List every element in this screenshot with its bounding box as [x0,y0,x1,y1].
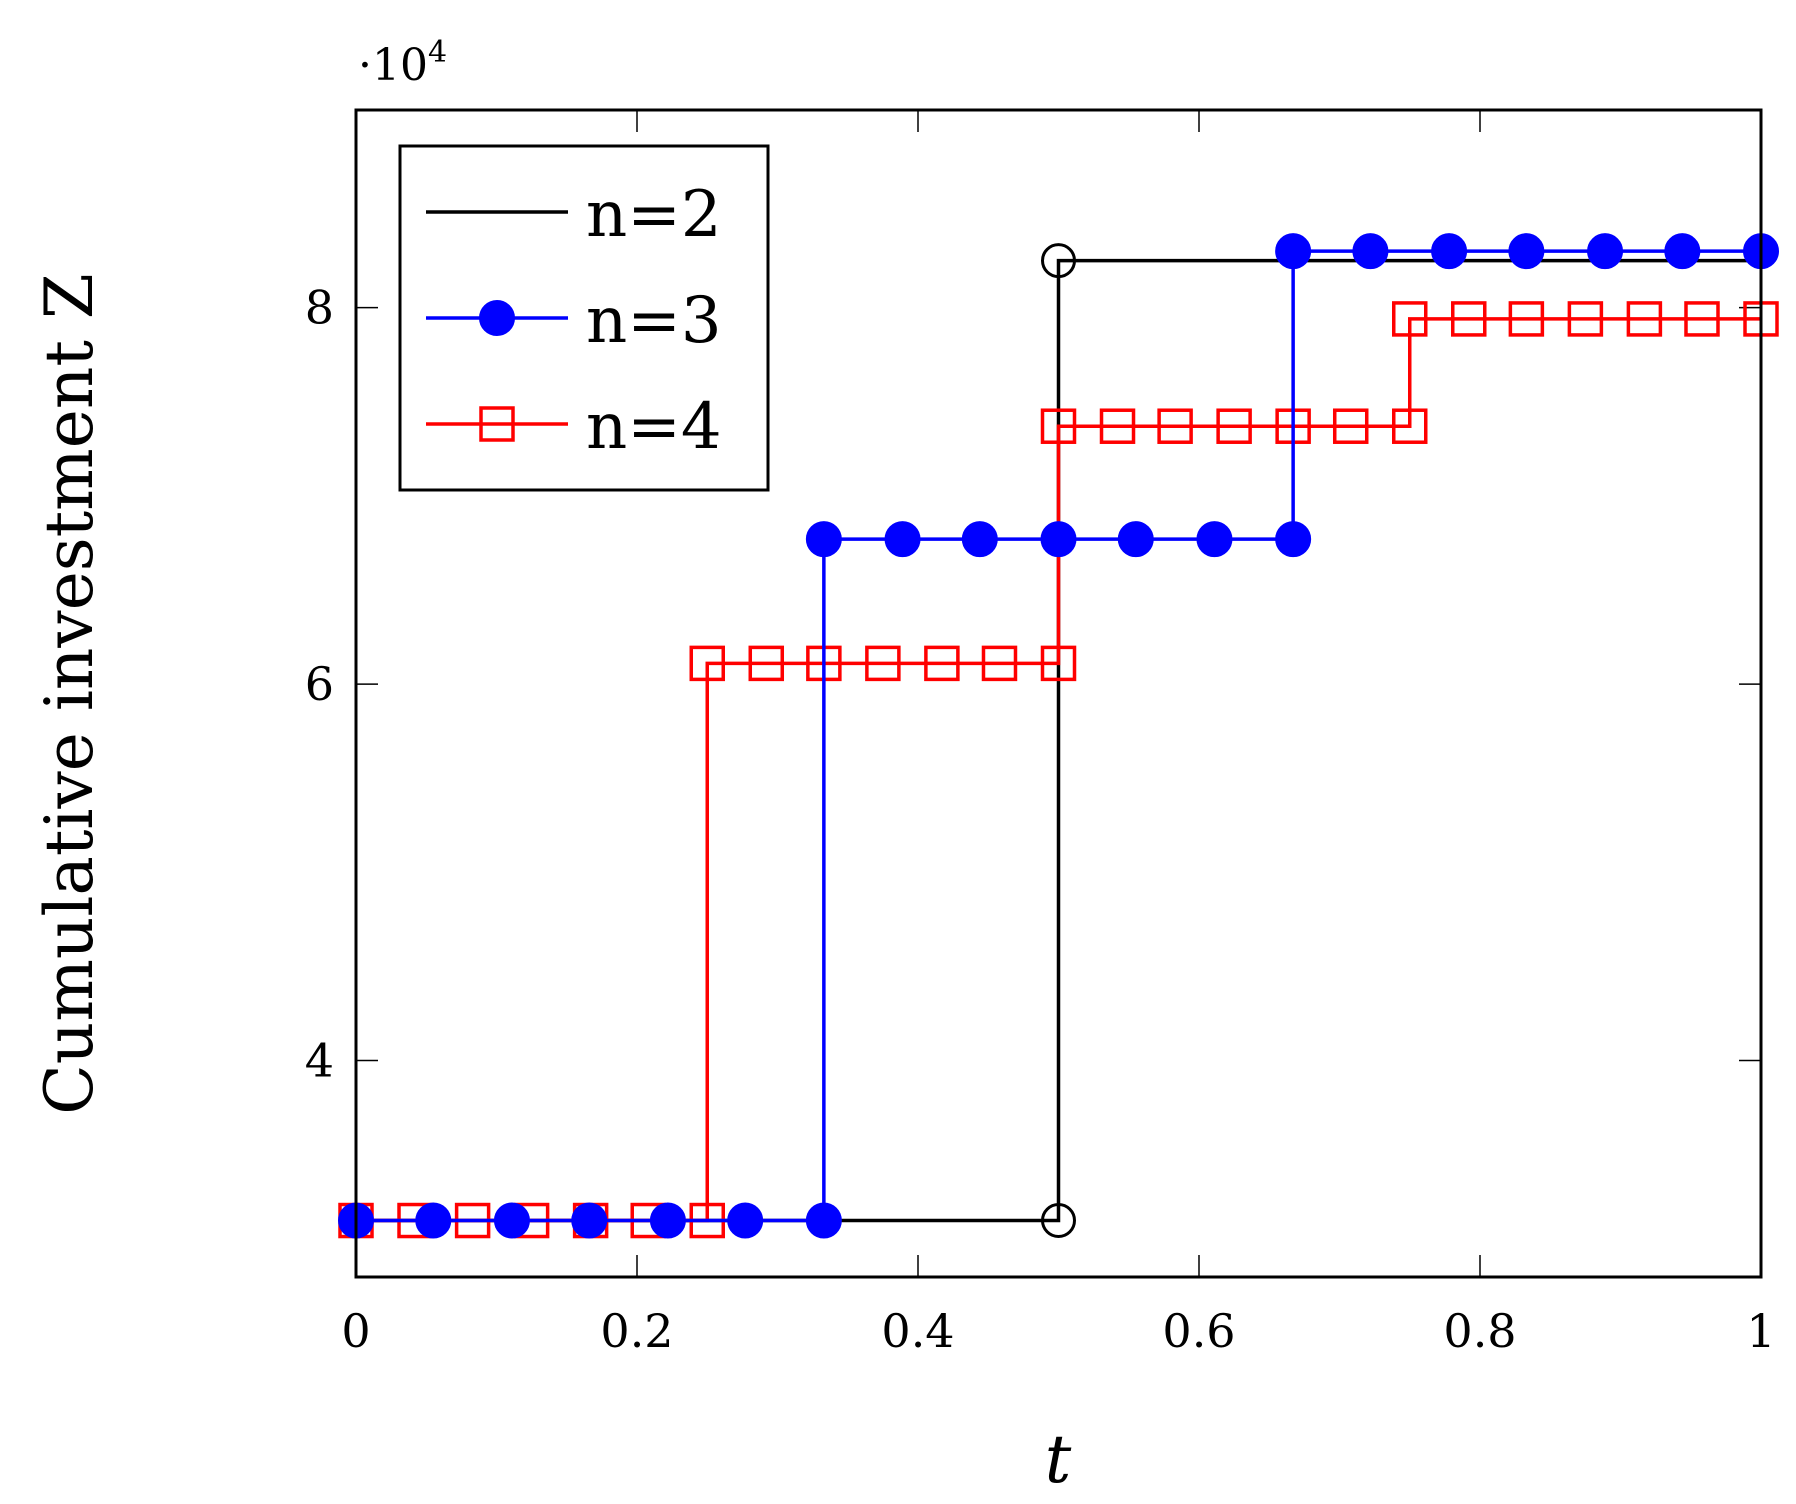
data-point [1117,521,1154,558]
data-point [1332,408,1369,444]
y-tick-label: 6 [305,657,334,711]
data-point [1567,301,1604,337]
legend-swatch-marker [479,300,515,336]
legend-swatch-marker [479,406,515,442]
data-point [961,521,998,558]
data-point [1392,301,1428,337]
y-axis-multiplier-exponent: 4 [428,35,447,70]
data-point [1157,408,1193,444]
y-axis-multiplier: ·104 [358,35,447,91]
data-point [805,1202,842,1239]
plot-frame [354,108,1763,1279]
data-point [1664,233,1701,270]
data-point [689,645,725,682]
data-point [1040,408,1077,444]
data-point [415,1202,452,1239]
x-tick-label: 0.4 [881,1304,954,1358]
data-point [1041,1203,1076,1239]
data-point [805,521,842,558]
y-tick-label: 4 [305,1034,334,1088]
data-point [1040,521,1077,558]
legend-entry: n=4 [426,390,722,464]
legend-entry: n=3 [426,284,722,358]
data-point [1216,408,1252,444]
data-point [1451,301,1487,337]
data-point [1099,408,1136,444]
data-point [493,1202,530,1239]
data-point [1684,301,1720,337]
data-point [1040,645,1077,682]
data-point [865,645,901,682]
y-axis-label: Cumulative investment Z [31,273,108,1114]
data-point [571,1202,608,1239]
data-point [1508,301,1545,337]
x-tick-label: 0.8 [1443,1304,1516,1358]
data-point [1275,521,1312,558]
tick-labels: 0 0.2 0.4 0.6 0.8 1 4 6 8 [305,281,1776,1358]
legend-entry: n=2 [426,178,722,252]
data-point [727,1202,764,1239]
legend-label: n=3 [586,284,722,358]
x-axis-label: t [1045,1421,1072,1498]
data-point [1275,233,1312,270]
x-tick-label: 0.6 [1162,1304,1235,1358]
series-layer [338,233,1779,1239]
data-point [1587,233,1624,270]
data-point [1508,233,1545,270]
data-point [1431,233,1468,270]
data-point [884,521,921,558]
data-point [1196,521,1233,558]
y-tick-label: 8 [305,281,334,335]
data-point [649,1202,686,1239]
data-point [748,645,785,682]
data-point [981,645,1018,682]
y-axis-multiplier-base: ·10 [358,40,428,91]
data-point [1626,301,1663,337]
series-n=3 [338,233,1779,1239]
x-tick-label: 1 [1746,1304,1775,1358]
x-tick-label: 0 [341,1304,370,1358]
data-point [924,645,960,682]
data-point [1352,233,1389,270]
legend: n=2 n=3 n=4 [398,144,770,492]
data-point [1392,408,1428,444]
legend-label: n=4 [586,390,722,464]
legend-label: n=2 [586,178,722,252]
x-tick-label: 0.2 [600,1304,673,1358]
data-point [1041,243,1076,279]
